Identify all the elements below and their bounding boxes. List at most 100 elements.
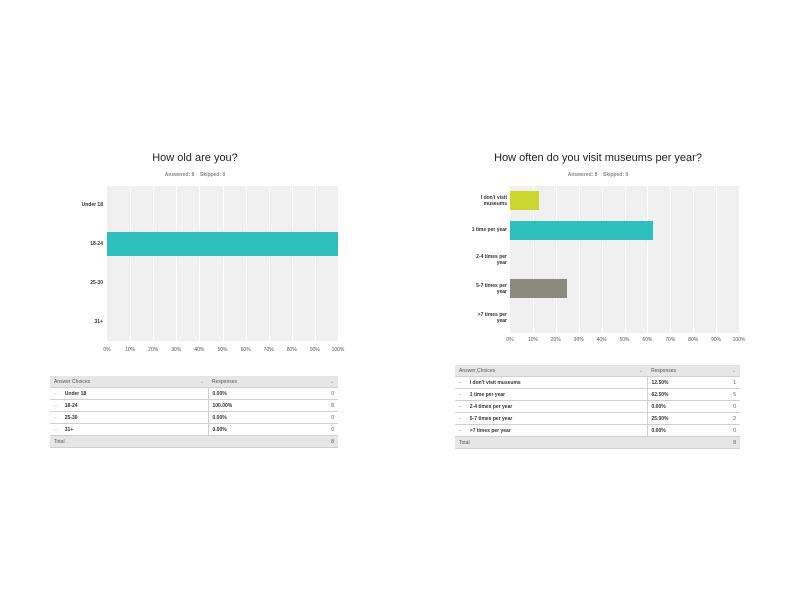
response-count: 0 — [712, 424, 740, 437]
plot-area — [510, 186, 740, 333]
bar[interactable] — [510, 220, 654, 240]
expand-icon[interactable]: – — [459, 403, 462, 410]
answer-choice: – Under 18 — [50, 387, 208, 400]
table-row: –31+ 0.00% 0 — [50, 423, 338, 436]
response-percent: 0.00% — [207, 387, 303, 400]
expand-icon[interactable]: – — [459, 391, 462, 398]
sort-icon[interactable]: ⌄ — [731, 367, 736, 374]
answer-choices-header[interactable]: Answer Choices ⌄ — [455, 365, 647, 377]
category-label: 5-7 times per year — [476, 282, 507, 295]
gridline — [153, 186, 155, 341]
chart-title: How often do you visit museums per year? — [494, 152, 702, 164]
bar[interactable] — [510, 279, 568, 299]
category-label: 25-30 — [90, 279, 103, 286]
response-percent: 100.00% — [207, 399, 303, 412]
answer-choices-header[interactable]: Answer Choices ⌄ — [50, 376, 208, 388]
responses-header[interactable]: Responses ⌄ — [208, 376, 338, 388]
response-percent: 62.50% — [646, 388, 713, 401]
response-count: 0 — [302, 423, 338, 436]
response-count: 8 — [302, 399, 338, 412]
gridline — [245, 186, 247, 341]
expand-icon[interactable]: – — [459, 427, 462, 434]
table-row: –25-30 0.00% 0 — [50, 411, 338, 424]
expand-icon[interactable]: – — [54, 426, 57, 433]
gridline — [670, 186, 672, 333]
bar[interactable] — [510, 191, 539, 211]
sort-icon[interactable]: ⌄ — [199, 378, 204, 385]
gridline — [291, 186, 293, 341]
category-label: I don't visit museums — [480, 194, 507, 207]
answer-choice: –31+ — [50, 423, 208, 436]
x-tick-label: 80% — [688, 337, 699, 343]
answer-choice: –1 time per year — [455, 388, 647, 401]
gridline — [176, 186, 178, 341]
x-tick-label: 70% — [665, 337, 676, 343]
responses-header-label: Responses — [651, 367, 677, 374]
chart-meta: Answered: 8 Skipped: 0 — [95, 172, 295, 178]
x-tick-label: 10% — [527, 337, 538, 343]
response-percent: 0.00% — [207, 411, 303, 424]
response-percent: 0.00% — [207, 423, 303, 436]
table-row: –5-7 times per year 25.00% 2 — [455, 412, 740, 425]
responses-header[interactable]: Responses ⌄ — [647, 365, 740, 377]
expand-icon[interactable]: – — [459, 379, 462, 386]
gridline — [338, 186, 339, 341]
answer-choice: – I don't visit museums — [455, 376, 647, 389]
category-label: 31+ — [94, 318, 103, 325]
category-label: 1 time per year — [471, 227, 507, 234]
total-label: Total — [455, 436, 713, 449]
responses-table-age: Answer Choices ⌄ Responses ⌄ – Under 18 0.00… — [50, 376, 338, 448]
table-row: – >7 times per year 0.00% 0 — [455, 424, 740, 437]
expand-icon[interactable]: – — [459, 415, 462, 422]
response-count: 1 — [712, 376, 740, 389]
x-tick-label: 30% — [171, 347, 182, 353]
total-count: 8 — [302, 435, 338, 448]
table-row: –18-24 100.00% 8 — [50, 399, 338, 412]
expand-icon[interactable]: – — [54, 390, 57, 397]
response-count: 0 — [712, 400, 740, 413]
answer-choice: – >7 times per year — [455, 424, 647, 437]
total-label: Total — [50, 435, 303, 448]
gridline — [624, 186, 626, 333]
gridline — [314, 186, 316, 341]
gridline — [532, 186, 534, 333]
answer-choices-header-label: Answer Choices — [54, 378, 91, 385]
table-row: – I don't visit museums 12.50% 1 — [455, 376, 740, 389]
expand-icon[interactable]: – — [54, 402, 57, 409]
responses-header-label: Responses — [212, 378, 238, 385]
x-tick-label: 0% — [506, 337, 514, 343]
response-count: 2 — [712, 412, 740, 425]
x-tick-label: 0% — [103, 347, 111, 353]
answered-count: Answered: 8 — [567, 172, 598, 178]
response-percent: 25.00% — [646, 412, 713, 425]
sort-icon[interactable]: ⌄ — [638, 367, 643, 374]
skipped-count: Skipped: 0 — [200, 172, 226, 178]
x-tick-label: 100% — [331, 347, 345, 353]
x-tick-label: 90% — [711, 337, 722, 343]
x-tick-label: 80% — [286, 347, 297, 353]
answered-count: Answered: 8 — [164, 172, 195, 178]
response-percent: 0.00% — [646, 424, 713, 437]
expand-icon[interactable]: – — [54, 414, 57, 421]
answer-choice: –5-7 times per year — [455, 412, 647, 425]
sort-icon[interactable]: ⌄ — [329, 378, 334, 385]
answer-choice: –25-30 — [50, 411, 208, 424]
bar[interactable] — [107, 232, 338, 257]
x-tick-label: 100% — [732, 337, 746, 343]
gridline — [578, 186, 580, 333]
response-count: 5 — [712, 388, 740, 401]
table-row: –2-4 times per year 0.00% 0 — [455, 400, 740, 413]
category-label: 18-24 — [90, 241, 103, 248]
table-header-row: Answer Choices ⌄ Responses ⌄ — [50, 376, 338, 388]
chart-title: How old are you? — [152, 152, 238, 164]
response-count: 0 — [302, 411, 338, 424]
gridline — [555, 186, 557, 333]
plot-area — [107, 186, 339, 341]
answer-choice: –2-4 times per year — [455, 400, 647, 413]
x-tick-label: 10% — [125, 347, 136, 353]
x-tick-label: 60% — [642, 337, 653, 343]
gridline — [199, 186, 201, 341]
category-label: >7 times per year — [477, 312, 507, 325]
x-tick-label: 50% — [619, 337, 630, 343]
x-tick-label: 20% — [550, 337, 561, 343]
